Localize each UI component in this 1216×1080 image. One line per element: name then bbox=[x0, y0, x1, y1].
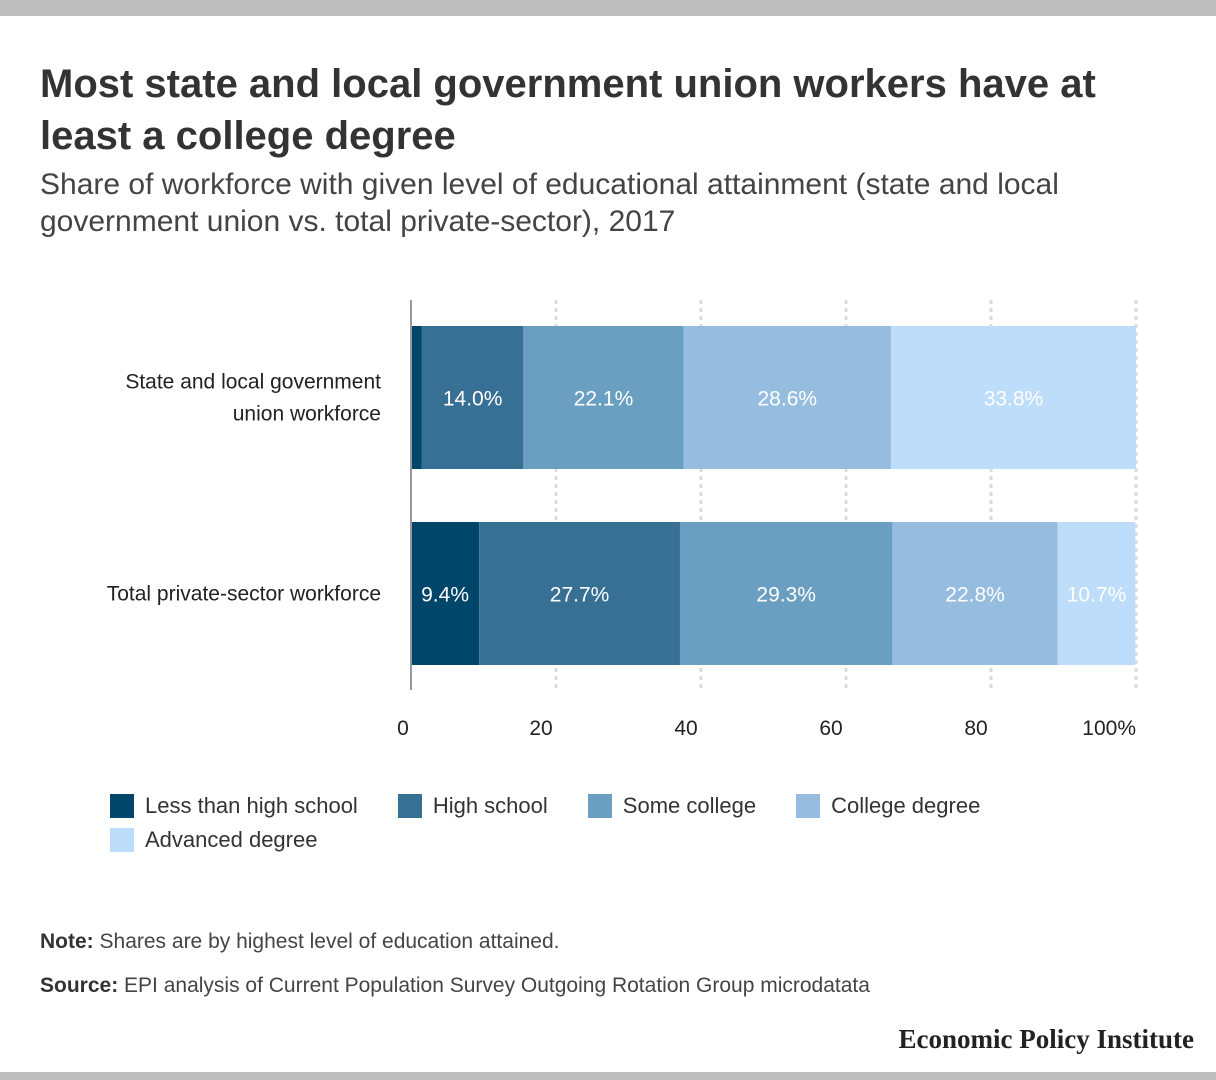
legend-swatch bbox=[796, 794, 821, 818]
x-tick-label: 20 bbox=[529, 717, 552, 740]
chart-title: Most state and local government union wo… bbox=[40, 62, 1096, 158]
legend-swatch bbox=[110, 828, 134, 852]
data-label: 33.8% bbox=[984, 388, 1044, 411]
category-label: Total private-sector workforce bbox=[107, 583, 381, 606]
source: Source: EPI analysis of Current Populati… bbox=[40, 974, 870, 998]
brand-logo-text: Economic Policy Institute bbox=[898, 1024, 1194, 1054]
note-text: Shares are by highest level of education… bbox=[99, 930, 560, 953]
note-label: Note: bbox=[40, 930, 94, 953]
bar-segment bbox=[683, 326, 891, 469]
data-label: 10.7% bbox=[1067, 584, 1127, 607]
legend-label: Some college bbox=[622, 793, 757, 818]
x-tick-label: 100% bbox=[1082, 717, 1136, 740]
legend-item: College degree bbox=[796, 793, 981, 818]
bottom-border bbox=[0, 1072, 1216, 1080]
data-label: 22.1% bbox=[574, 388, 634, 411]
data-label: 28.6% bbox=[758, 388, 818, 411]
data-label: 29.3% bbox=[756, 584, 816, 607]
legend-item: Less than high school bbox=[110, 793, 358, 818]
x-tick-label: 40 bbox=[674, 717, 697, 740]
source-label: Source: bbox=[40, 974, 119, 997]
legend-label: College degree bbox=[831, 793, 981, 818]
legend-label: Advanced degree bbox=[145, 827, 318, 852]
x-tick-label: 80 bbox=[964, 717, 987, 740]
x-tick-label: 60 bbox=[819, 717, 842, 740]
data-label: 9.4% bbox=[421, 584, 469, 607]
legend-item: Advanced degree bbox=[110, 827, 318, 852]
data-label: 14.0% bbox=[443, 388, 503, 411]
legend-item: Some college bbox=[587, 793, 757, 818]
legend-item: High school bbox=[397, 793, 548, 818]
category-label: State and local government bbox=[125, 371, 381, 394]
bar-segment bbox=[411, 522, 480, 665]
chart-legend: Less than high school High school Some col… bbox=[110, 793, 1140, 852]
bar-segment bbox=[679, 522, 893, 665]
note: Note: Shares are by highest level of edu… bbox=[40, 930, 560, 954]
legend-swatch bbox=[587, 794, 612, 818]
bar-segment bbox=[421, 326, 524, 469]
bar-segment bbox=[479, 522, 680, 665]
data-label: 22.8% bbox=[945, 584, 1005, 607]
bar-segment bbox=[890, 326, 1136, 469]
bar-segment bbox=[892, 522, 1058, 665]
category-label: union workforce bbox=[233, 403, 381, 426]
data-label: 27.7% bbox=[550, 584, 610, 607]
legend-swatch bbox=[397, 794, 422, 818]
bar-segment bbox=[523, 326, 684, 469]
stacked-bar-chart: 14.0% 22.1% 28.6% 33.8% State and local gove… bbox=[107, 300, 1138, 740]
x-tick-label: 0 bbox=[397, 717, 409, 740]
bar-segment bbox=[411, 326, 422, 469]
chart-subtitle: Share of workforce with given level of e… bbox=[40, 168, 1059, 238]
legend-swatch bbox=[110, 794, 134, 818]
legend-label: High school bbox=[432, 793, 548, 818]
legend-label: Less than high school bbox=[145, 793, 358, 818]
top-border bbox=[0, 0, 1216, 16]
bar-segment bbox=[1057, 522, 1136, 665]
source-text: EPI analysis of Current Population Surve… bbox=[124, 974, 870, 997]
